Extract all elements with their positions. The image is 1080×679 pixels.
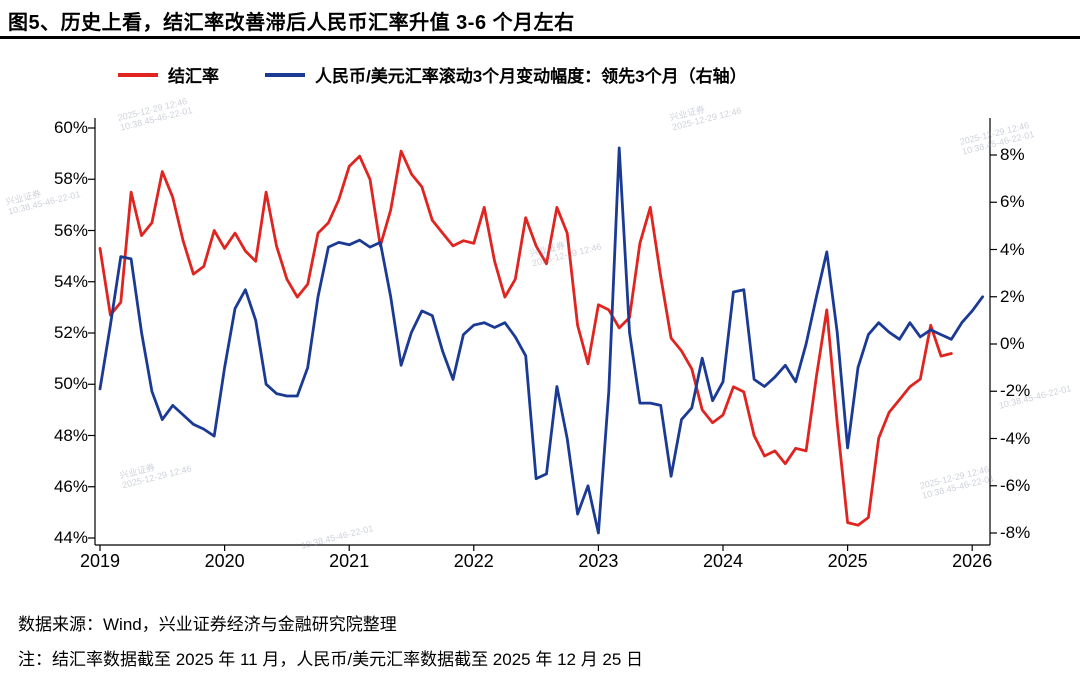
legend: 结汇率 人民币/美元汇率滚动3个月变动幅度：领先3个月（右轴）	[118, 62, 747, 87]
blue-line-swatch	[265, 72, 305, 77]
title-divider	[0, 36, 1080, 39]
right-axis-tick-2: 2%	[1000, 286, 1025, 306]
left-axis-tick-54: 54%	[53, 271, 88, 291]
x-axis-tick-2025: 2025	[827, 551, 868, 571]
legend-item-red: 结汇率	[118, 62, 219, 87]
x-axis-tick-2022: 2022	[453, 551, 494, 571]
x-axis-tick-2019: 2019	[79, 551, 121, 571]
chart-title: 图5、历史上看，结汇率改善滞后人民币汇率升值 3-6 个月左右	[8, 12, 575, 34]
right-axis-tick-6: 6%	[1000, 192, 1025, 212]
series-red	[98, 149, 953, 527]
series-blue	[98, 146, 984, 535]
data-source: 数据来源：Wind，兴业证券经济与金融研究院整理	[18, 615, 397, 634]
x-axis-tick-2021: 2021	[329, 551, 370, 571]
legend-label-red: 结汇率	[168, 67, 219, 86]
left-axis-tick-50: 50%	[53, 374, 88, 394]
legend-item-blue: 人民币/美元汇率滚动3个月变动幅度：领先3个月（右轴）	[265, 62, 747, 87]
legend-label-blue: 人民币/美元汇率滚动3个月变动幅度：领先3个月（右轴）	[315, 67, 747, 86]
data-note: 注：结汇率数据截至 2025 年 11 月，人民币/美元汇率数据截至 2025 …	[18, 650, 644, 669]
right-axis-tick-4: 4%	[1000, 239, 1025, 259]
red-line-swatch	[118, 72, 158, 77]
right-axis-tick-8: 8%	[1000, 145, 1025, 164]
right-axis-tick-0: 0%	[1000, 334, 1025, 353]
left-axis-tick-58: 58%	[53, 169, 88, 189]
x-axis-tick-2020: 2020	[204, 551, 245, 571]
left-axis-tick-56: 56%	[53, 220, 88, 240]
left-axis-tick-48: 48%	[53, 425, 88, 445]
x-axis-tick-2024: 2024	[702, 551, 744, 571]
right-axis-tick--2: -2%	[1000, 381, 1031, 401]
x-axis-tick-2023: 2023	[578, 551, 619, 571]
left-axis-tick-46: 46%	[53, 476, 88, 496]
left-axis-tick-52: 52%	[53, 323, 88, 342]
right-axis-tick--6: -6%	[1000, 475, 1031, 495]
left-axis-tick-60: 60%	[53, 118, 88, 137]
right-axis-tick--4: -4%	[1000, 428, 1031, 448]
left-axis-tick-44: 44%	[53, 528, 88, 547]
right-axis-tick--8: -8%	[1000, 523, 1031, 542]
x-axis-tick-2026: 2026	[952, 551, 993, 571]
